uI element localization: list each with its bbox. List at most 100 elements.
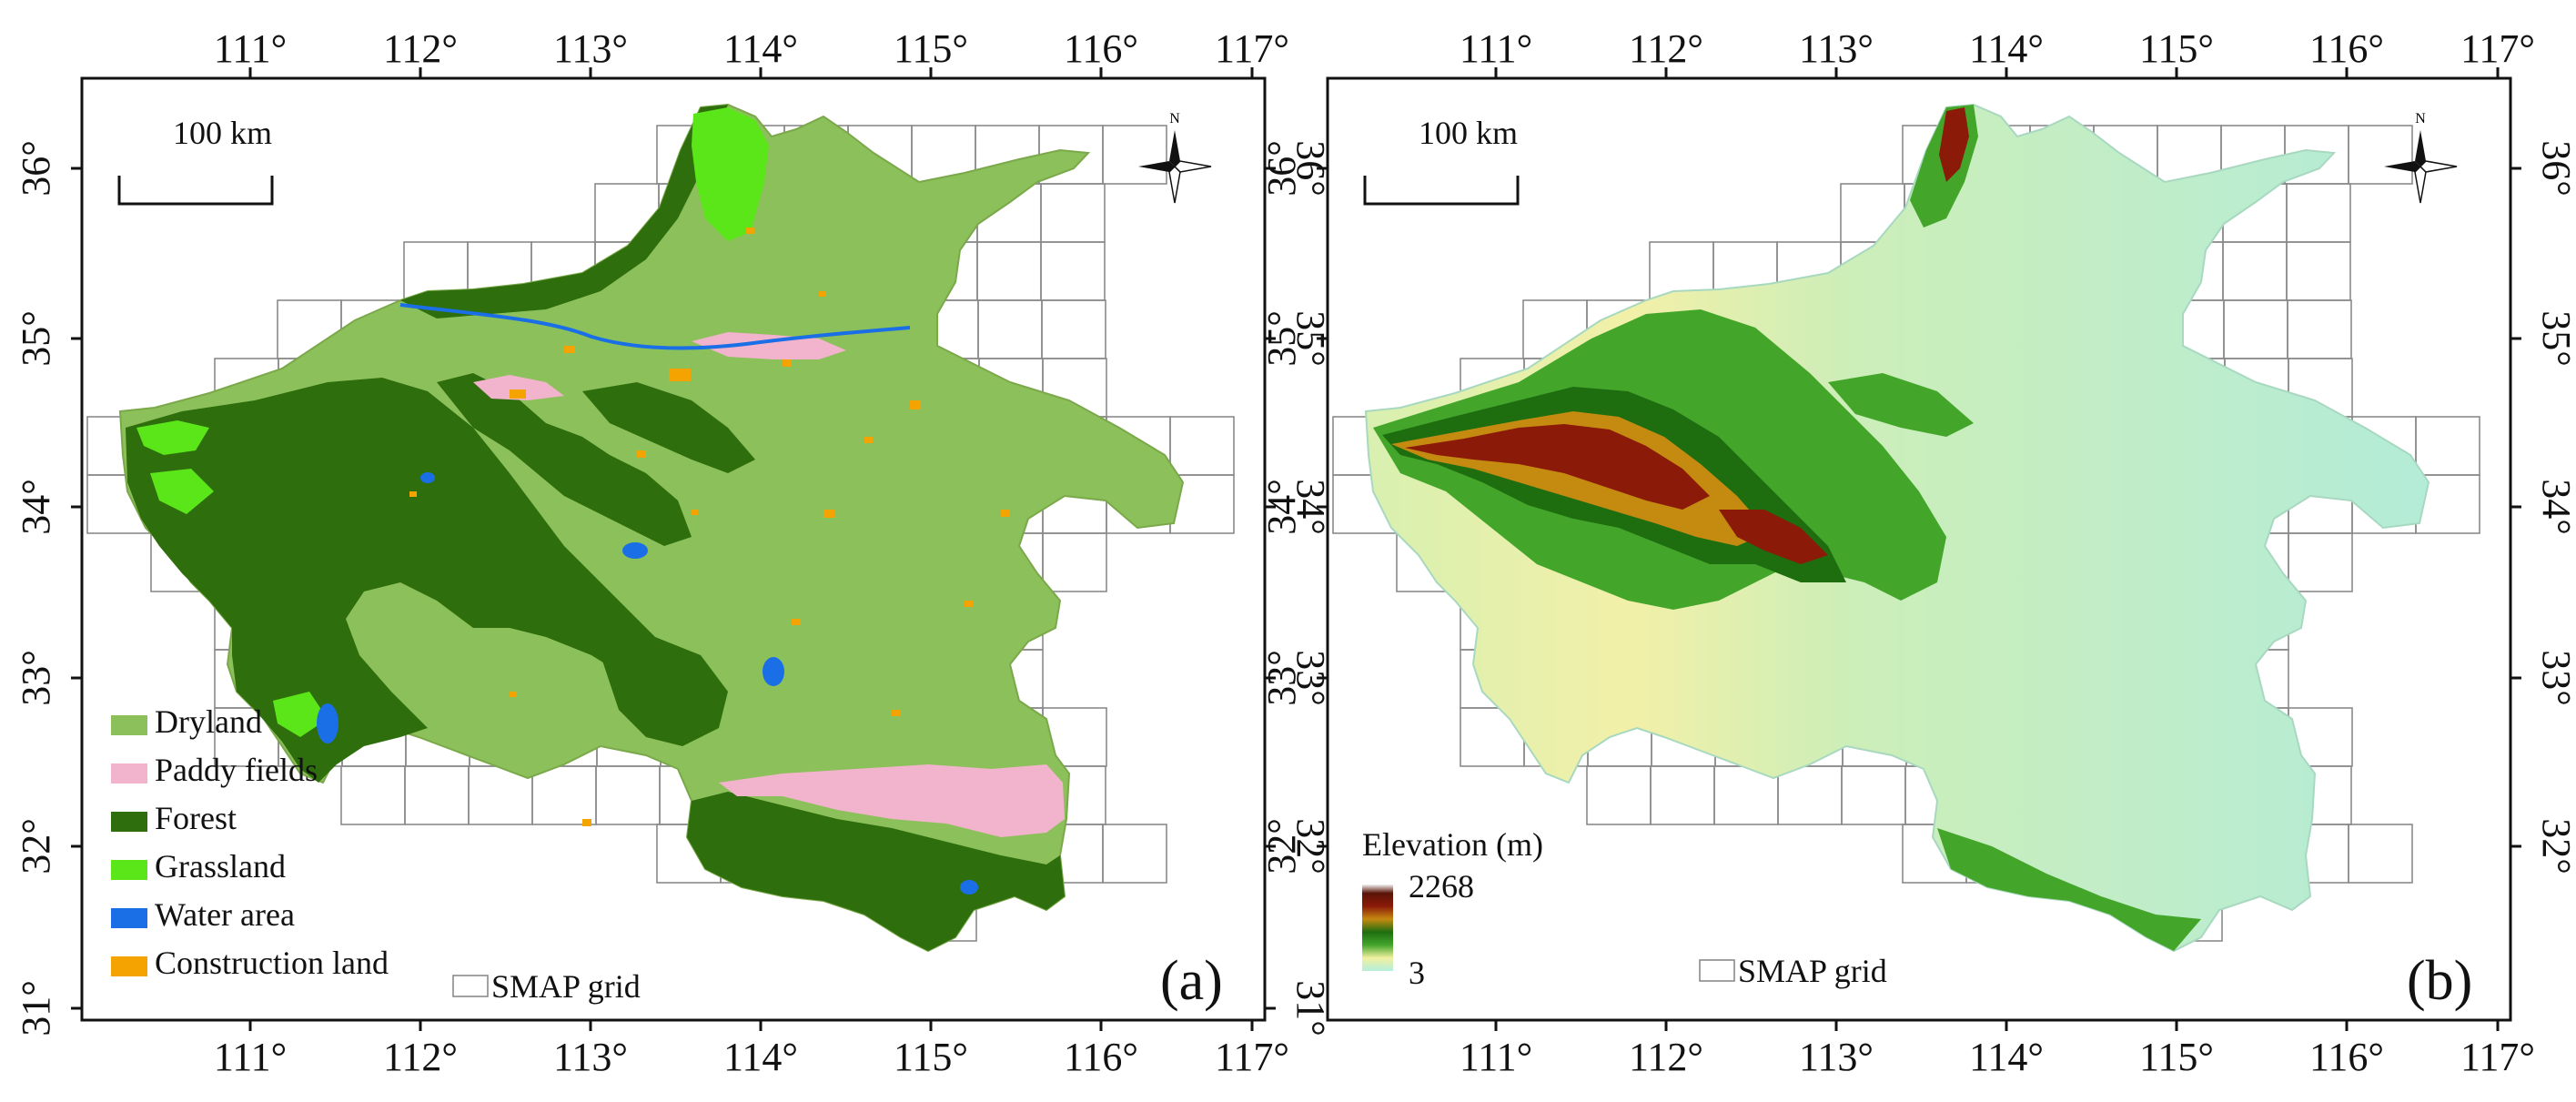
smap-grid-cell [1169, 416, 1235, 476]
lon-tick-label: 111° [1460, 1035, 1532, 1079]
lon-tick-label: 114° [1969, 26, 2044, 71]
lat-tick-label: 31° [1288, 980, 1333, 1036]
panel-a-label: (a) [1160, 950, 1223, 1012]
construction-land-spot [510, 692, 517, 697]
north-arrow-icon: N [2384, 111, 2458, 204]
lon-tick-label: 116° [2309, 1035, 2384, 1079]
smap-grid-legend-label: SMAP grid [491, 968, 641, 1005]
smap-grid-cell [2288, 532, 2353, 592]
elevation-color-ramp [1362, 885, 1393, 971]
smap-grid-cell [977, 299, 1043, 359]
lat-tick-label: 32° [14, 818, 58, 875]
lat-tick-label: 36° [2534, 140, 2576, 197]
north-ridge-peak [1939, 107, 1969, 182]
lat-tick-label: 35° [2534, 310, 2576, 367]
forest-region-south [687, 792, 1065, 951]
lon-tick-label: 114° [723, 1035, 798, 1079]
lon-tick-label: 113° [1799, 1035, 1874, 1079]
panel-b: 100 km N Elevation (m) 2268 3 SMAP grid … [1259, 26, 2576, 1079]
lat-tick-label: 32° [2534, 818, 2576, 875]
smap-grid-cell [2348, 125, 2413, 185]
elevation-min-label: 3 [1409, 955, 1425, 991]
water-reservoir-2 [763, 657, 784, 686]
lat-tick-label: 32° [1259, 818, 1304, 875]
lon-tick-label: 111° [214, 1035, 287, 1079]
lat-tick-label: 35° [14, 310, 58, 367]
construction-land-spot [582, 819, 591, 826]
smap-grid-cell [404, 765, 470, 825]
lon-tick-label: 117° [2460, 1035, 2535, 1079]
smap-grid-cell [1777, 765, 1843, 825]
construction-land-spot [892, 710, 900, 716]
construction-land-spot [564, 346, 575, 353]
lat-ticks-a-right: 31°32°33°34°35°36° [1265, 140, 1333, 1036]
smap-grid-legend-label: SMAP grid [1738, 953, 1887, 989]
legend-label: Grassland [155, 848, 286, 885]
smap-grid-cell [2286, 183, 2351, 243]
construction-land-spot [910, 400, 921, 409]
scalebar-label: 100 km [173, 115, 272, 151]
south-ridge [1937, 828, 2201, 951]
lat-tick-label: 34° [14, 479, 58, 535]
smap-grid-cell [1102, 125, 1167, 185]
legend-swatch [111, 860, 147, 880]
grassland-region-north [692, 107, 769, 241]
lon-tick-label: 112° [1629, 26, 1703, 71]
lon-tick-label: 112° [383, 26, 458, 71]
forest-region-ridge [582, 382, 755, 473]
lat-ticks-b-left: 32° 33° 34° 35° 36° [1259, 140, 1328, 875]
elevation-legend: Elevation (m) 2268 3 [1362, 826, 1543, 991]
lon-ticks-b-bottom: 111° 112° 113° 114° 115° 116° 117° [1460, 1020, 2535, 1079]
paddy-fields-west [473, 375, 564, 400]
smap-grid-cell [976, 241, 1042, 301]
smap-grid-cell [531, 765, 597, 825]
smap-grid-cell [2222, 241, 2288, 301]
construction-land-spot [1001, 510, 1010, 517]
lon-tick-label: 115° [2139, 1035, 2214, 1079]
forest-region-west [126, 378, 692, 783]
smap-grid-cell [1041, 299, 1106, 359]
lon-tick-label: 111° [1460, 26, 1532, 71]
lat-tick-label: 34° [2534, 479, 2576, 535]
paddy-fields-region [719, 764, 1065, 837]
legend-a: Dryland Paddy fields Forest Grassland Water … [111, 703, 389, 981]
legend-swatch [111, 812, 147, 832]
lon-tick-label: 115° [2139, 26, 2214, 71]
smap-grid-legend-a: SMAP grid [452, 968, 641, 1005]
construction-land-spot [823, 510, 834, 518]
smap-grid-cell [1841, 765, 1906, 825]
smap-grid-legend-b: SMAP grid [1699, 953, 1887, 989]
north-arrow-icon: N [1138, 111, 1212, 204]
construction-land-spots [409, 227, 1010, 826]
lon-tick-label: 114° [1969, 1035, 2044, 1079]
grassland-region-south [273, 692, 328, 737]
water-reservoir-5 [960, 880, 978, 895]
smap-grid-cell [2348, 824, 2413, 884]
legend-swatch [111, 763, 147, 784]
construction-land-spot [510, 389, 526, 399]
lat-ticks-b-right: 32° 33° 34° 35° 36° [2510, 140, 2576, 875]
scalebar-b: 100 km [1363, 115, 1520, 206]
construction-land-spot [783, 359, 792, 367]
lon-tick-label: 113° [553, 1035, 628, 1079]
grassland-region-west2 [150, 469, 214, 514]
smap-grid-cell [2287, 299, 2352, 359]
construction-land-spot [965, 601, 973, 607]
grassland-region-west [136, 420, 209, 455]
peak-region [1405, 424, 1710, 510]
lat-tick-label: 34° [1259, 479, 1304, 535]
legend-swatch [111, 908, 147, 928]
lat-tick-label: 33° [2534, 650, 2576, 706]
lat-tick-label: 36° [1259, 140, 1304, 197]
smap-grid-cell [1040, 241, 1106, 301]
forest-region-mid [437, 373, 692, 546]
smap-grid-cell [1586, 765, 1652, 825]
lon-tick-label: 117° [1215, 26, 1289, 71]
construction-land-spot [637, 450, 646, 458]
lon-ticks-a-top: 111° 112° 113° 114° 115° 116° 117° [214, 26, 1289, 78]
smap-grid-cell [2286, 241, 2351, 301]
legend-label: Construction land [155, 945, 389, 981]
construction-land-spot [746, 227, 754, 234]
smap-grid-cell [2415, 416, 2480, 476]
